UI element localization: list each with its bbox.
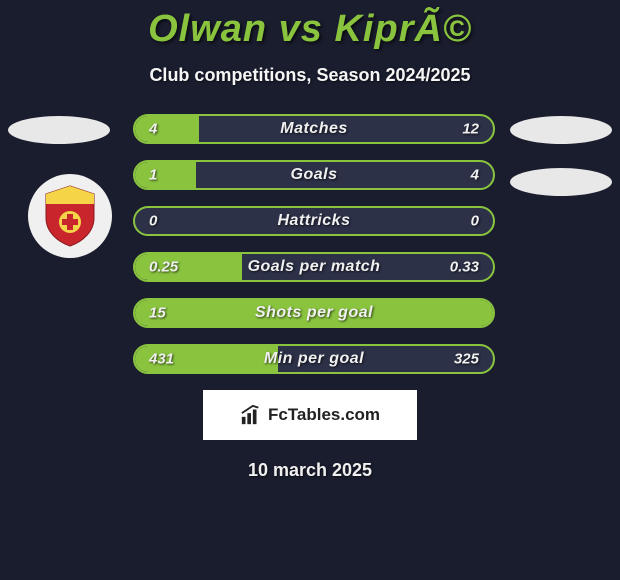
bar-right-value: 0 [471,213,479,230]
bar-label: Hattricks [135,212,493,230]
shield-icon [42,184,98,248]
player-slot-right-2 [510,168,612,196]
bar-row: 0.25Goals per match0.33 [133,252,495,282]
club-badge [28,174,112,258]
page-title: Olwan vs KiprÃ© [0,0,620,51]
bar-right-value: 325 [454,351,479,368]
bar-row: 4Matches12 [133,114,495,144]
bar-label: Shots per goal [135,304,493,322]
player-slot-left-1 [8,116,110,144]
footer-brand-text: FcTables.com [268,405,380,425]
chart-icon [240,404,262,426]
bar-label: Goals per match [135,258,493,276]
subtitle: Club competitions, Season 2024/2025 [0,65,620,86]
bar-label: Matches [135,120,493,138]
bar-row: 0Hattricks0 [133,206,495,236]
footer-brand-box: FcTables.com [203,390,417,440]
bar-label: Min per goal [135,350,493,368]
bar-row: 15Shots per goal [133,298,495,328]
bar-row: 431Min per goal325 [133,344,495,374]
bar-right-value: 0.33 [450,259,479,276]
date-label: 10 march 2025 [0,460,620,481]
bar-right-value: 12 [462,121,479,138]
bar-row: 1Goals4 [133,160,495,190]
bar-label: Goals [135,166,493,184]
player-slot-right-1 [510,116,612,144]
comparison-chart: 4Matches121Goals40Hattricks00.25Goals pe… [0,114,620,374]
bars-container: 4Matches121Goals40Hattricks00.25Goals pe… [133,114,495,374]
bar-right-value: 4 [471,167,479,184]
